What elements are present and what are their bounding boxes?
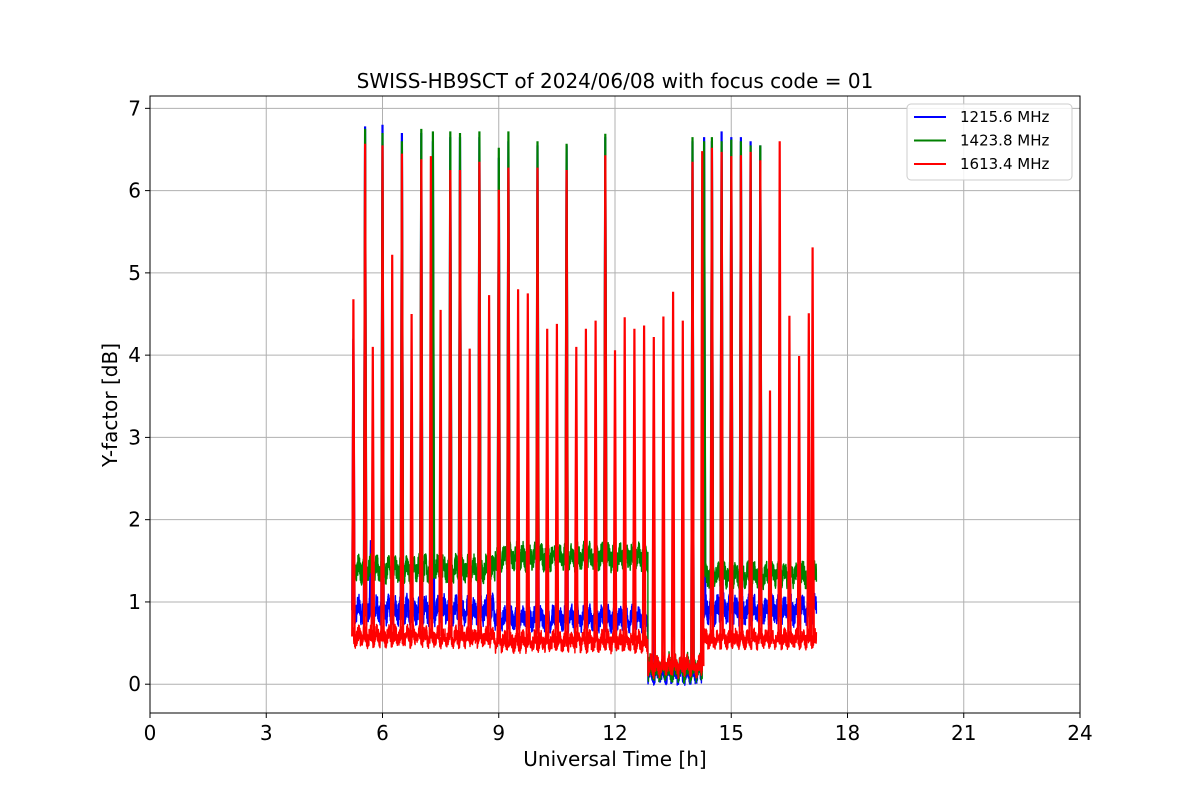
series-spike [632, 328, 637, 642]
series-spike [738, 155, 744, 640]
x-tick-label: 15 [719, 721, 744, 745]
series-spike [467, 348, 472, 637]
legend: 1215.6 MHz 1423.8 MHz 1613.4 MHz [906, 103, 1073, 181]
x-tick-label: 6 [376, 721, 389, 745]
x-tick-label: 21 [951, 721, 976, 745]
series-spike [370, 346, 376, 637]
series-spike [651, 336, 657, 667]
x-ticks: 0 3 6 9 12 15 18 21 24 [144, 713, 1093, 745]
legend-box [906, 103, 1073, 181]
x-axis-label: Universal Time [h] [523, 747, 706, 771]
y-ticks: 0 1 2 3 4 5 6 7 [128, 96, 150, 696]
x-tick-label: 24 [1067, 721, 1092, 745]
series-spike [496, 189, 501, 642]
series-spike [748, 151, 753, 640]
chart-title: SWISS-HB9SCT of 2024/06/08 with focus co… [357, 69, 874, 93]
series-spike [661, 316, 666, 667]
series-spike [593, 320, 598, 642]
legend-label: 1613.4 MHz [960, 155, 1049, 173]
series-spike [351, 299, 356, 637]
x-tick-label: 3 [260, 721, 273, 745]
legend-label: 1215.6 MHz [960, 108, 1049, 126]
series-spike [399, 153, 405, 637]
series-spike [389, 254, 395, 637]
y-tick-label: 6 [128, 179, 141, 203]
series-spike [612, 350, 618, 642]
series-spike [477, 161, 482, 637]
x-tick-label: 18 [835, 721, 860, 745]
series-spike [486, 295, 492, 637]
series-spike [564, 169, 569, 642]
series-spike [622, 317, 627, 642]
series-spike [777, 141, 782, 640]
y-tick-label: 2 [128, 508, 141, 532]
y-tick-label: 4 [128, 343, 141, 367]
series-spike [448, 169, 453, 637]
series-spike [767, 390, 773, 640]
x-tick-label: 9 [492, 721, 505, 745]
series-spike [515, 289, 521, 642]
series-spike [806, 313, 812, 640]
x-tick-label: 0 [144, 721, 157, 745]
series-spike [544, 328, 550, 642]
series-spike [641, 325, 647, 642]
series-spike [728, 156, 734, 640]
series-spike [690, 161, 695, 667]
y-tick-label: 3 [128, 425, 141, 449]
y-tick-label: 1 [128, 590, 141, 614]
series-spike [419, 159, 424, 637]
y-tick-label: 5 [128, 261, 141, 285]
series-spike [796, 355, 802, 640]
series-spike [380, 145, 385, 637]
series-spike [680, 320, 686, 667]
series-spike [457, 169, 463, 637]
series-spike [506, 167, 511, 642]
series-spike [535, 167, 540, 642]
y-tick-label: 0 [128, 672, 141, 696]
series-spike [438, 309, 443, 637]
y-tick-label: 7 [128, 96, 141, 120]
series-spike [573, 346, 579, 642]
series-spike [525, 293, 531, 642]
series-spike [603, 155, 608, 642]
series-spike [699, 151, 705, 667]
series-spike [670, 291, 676, 667]
legend-label: 1423.8 MHz [960, 132, 1049, 150]
series-spike [709, 147, 715, 640]
series-spike [554, 323, 560, 642]
series-spike [719, 151, 724, 640]
y-axis-label: Y-factor [dB] [98, 343, 122, 468]
x-tick-label: 12 [602, 721, 627, 745]
series-spike [583, 328, 589, 642]
plot-lines [351, 124, 818, 686]
series-spike [362, 143, 368, 637]
series-spike [428, 156, 434, 637]
series-spike [810, 247, 815, 640]
series-spike [758, 160, 763, 640]
series-spike [409, 313, 414, 637]
series-spike [787, 315, 792, 640]
